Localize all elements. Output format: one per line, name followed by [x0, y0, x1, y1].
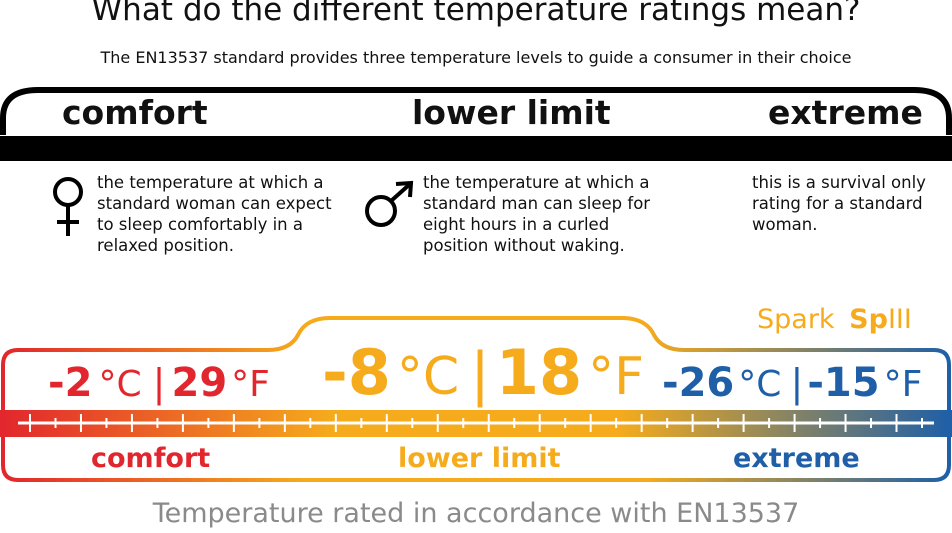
lower-limit-separator: | — [470, 340, 490, 408]
comfort-desc-line: the temperature at which a — [97, 173, 324, 192]
temperature-scale — [0, 316, 952, 482]
page-title: What do the different temperature rating… — [91, 0, 861, 28]
lower-limit-desc-line: the temperature at which a — [423, 173, 650, 192]
lower-limit-desc-line: standard man can sleep for — [423, 194, 651, 213]
comfort-fahrenheit-unit: °F — [231, 364, 270, 405]
extreme-fahrenheit-value: -15 — [807, 360, 880, 406]
scale-lower-limit-label: lower limit — [398, 443, 561, 474]
product-name-suffix: III — [887, 304, 912, 335]
comfort-celsius-value: -2 — [48, 360, 93, 406]
banner-comfort-label: comfort — [62, 93, 208, 132]
male-symbol-icon — [365, 180, 414, 227]
banner-frame — [0, 87, 952, 161]
comfort-desc-line: standard woman can expect — [97, 194, 332, 213]
banner-extreme-label: extreme — [768, 93, 923, 132]
lower-limit-desc-line: position without waking. — [423, 236, 625, 255]
comfort-desc-line: relaxed position. — [97, 236, 234, 255]
female-symbol-icon — [53, 177, 83, 236]
product-name-regular: Spark — [757, 304, 835, 335]
extreme-description: this is a survival only rating for a sta… — [752, 172, 926, 235]
extreme-desc-line: woman. — [752, 215, 818, 234]
lower-limit-desc-line: eight hours in a curled — [423, 215, 610, 234]
comfort-separator: | — [152, 361, 166, 405]
comfort-rating: -2 °C | 29 °F — [48, 360, 270, 406]
footer-note: Temperature rated in accordance with EN1… — [152, 498, 800, 529]
lower-limit-fahrenheit-unit: °F — [588, 347, 645, 407]
comfort-description: the temperature at which a standard woma… — [97, 172, 332, 256]
extreme-desc-line: rating for a standard — [752, 194, 923, 213]
product-name-bold: Sp — [849, 304, 888, 335]
product-name: Spark SpIII — [757, 304, 912, 335]
scale-comfort-label: comfort — [91, 443, 211, 474]
extreme-separator: | — [790, 361, 804, 405]
comfort-desc-line: to sleep comfortably in a — [97, 215, 303, 234]
extreme-fahrenheit-unit: °F — [883, 364, 923, 405]
scale-extreme-label: extreme — [733, 443, 860, 474]
lower-limit-celsius-unit: °C — [396, 347, 460, 407]
lower-limit-celsius-value: -8 — [322, 336, 391, 409]
lower-limit-rating: -8 °C |18 °F — [322, 336, 644, 409]
extreme-desc-line: this is a survival only — [752, 173, 926, 192]
comfort-fahrenheit-value: 29 — [171, 360, 228, 406]
extreme-celsius-value: -26 — [662, 360, 735, 406]
lower-limit-description: the temperature at which a standard man … — [423, 172, 650, 256]
extreme-rating: -26 °C | -15 °F — [662, 360, 922, 406]
lower-limit-fahrenheit-value: 18 — [495, 336, 583, 409]
scale-ticks — [29, 414, 923, 432]
extreme-celsius-unit: °C — [738, 364, 782, 405]
banner-lower-limit-label: lower limit — [412, 93, 611, 132]
comfort-celsius-unit: °C — [98, 364, 142, 405]
subtitle: The EN13537 standard provides three temp… — [100, 48, 852, 67]
